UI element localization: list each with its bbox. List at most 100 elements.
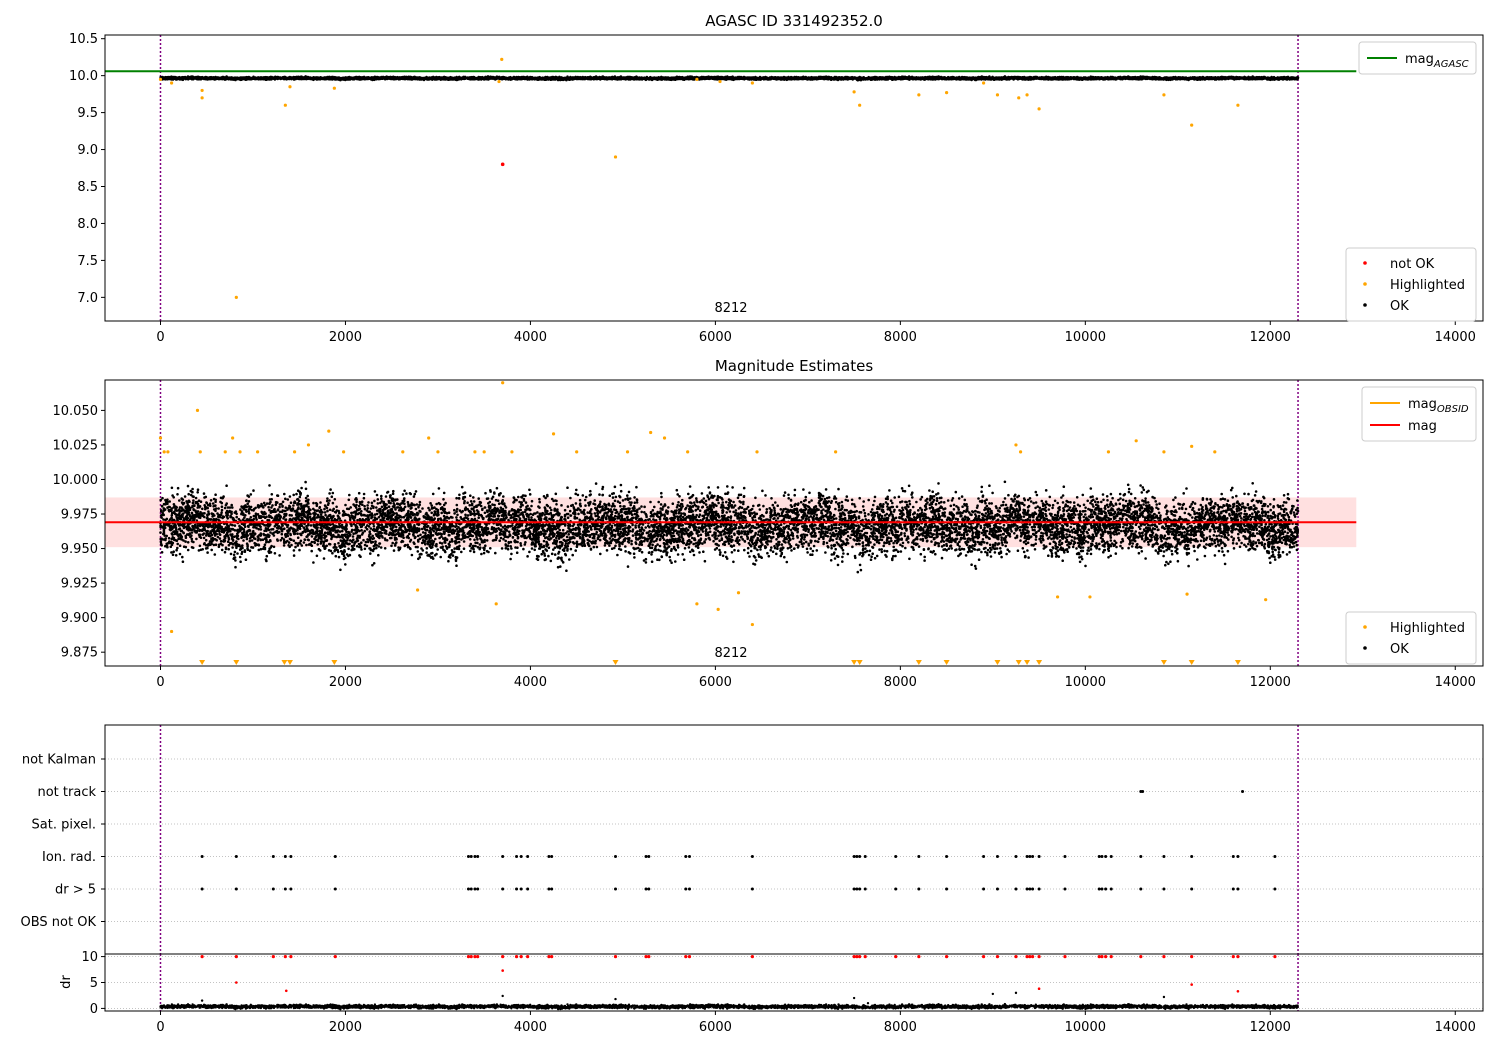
flag-event-point [858,887,862,891]
x-tick-label: 4000 [514,1020,547,1035]
flag-event-point [1037,855,1041,858]
flag-event-point [1097,887,1101,891]
flag-event-point [1273,855,1277,858]
highlighted-point [238,450,242,454]
flag-event-point [684,887,688,891]
not-ok-point [235,981,238,984]
highlighted-offscale-marker [1036,660,1043,665]
flag-event-point [550,887,554,891]
highlighted-point [1162,93,1166,97]
x-tick-label: 12000 [1250,675,1291,690]
panel-dr-frame [104,953,1484,1012]
not-ok-point [1028,954,1032,959]
highlighted-point [473,450,477,454]
not-ok-point [1236,954,1240,959]
flag-event-point [1162,887,1166,891]
panel-agasc: AGASC ID 331492352.0 7.0 7.5 8.0 8.5 9.0 9.5 1… [69,12,1484,345]
highlighted-point [500,57,504,61]
not-ok-point [647,954,651,959]
flag-event-point [644,887,648,891]
not-ok-point [1037,954,1041,959]
legend-point-swatch [1363,303,1367,307]
flag-row-label: Ion. rad. [42,850,96,865]
panel-magnitude-frame [104,379,1484,667]
y-tick-label: 10.0 [69,69,98,84]
not-ok-point [1097,954,1101,959]
highlighted-point [736,591,741,595]
highlighted-point [755,450,759,454]
y-tick-label: 5 [90,976,98,991]
highlighted-point [255,450,260,454]
y-tick-label: 10 [81,950,98,965]
highlighted-offscale-marker [856,660,863,665]
y-tick-label: 7.0 [77,291,98,306]
flag-event-point [1141,790,1145,793]
not-ok-point [289,954,293,959]
highlighted-point [166,450,170,454]
not-ok-point [200,954,204,959]
flag-event-point [1100,887,1104,891]
flag-event-point [234,855,238,858]
highlighted-point [695,602,699,606]
flag-event-point [547,855,551,858]
highlighted-point [231,436,235,440]
highlighted-point [995,93,1000,97]
panel-magnitude-annotation: 8212 [714,646,747,661]
x-tick-label: 0 [156,1020,164,1035]
highlighted-point [1264,598,1268,602]
highlighted-point [327,429,331,433]
flag-event-point [1273,887,1277,891]
not-ok-point [1100,954,1104,959]
flag-event-point [945,887,949,891]
flag-event-point [476,887,480,891]
highlighted-offscale-marker [286,660,293,665]
x-tick-label: 10000 [1065,1020,1106,1035]
flag-event-point [858,855,862,858]
highlighted-point [1134,439,1138,443]
flag-event-point [1031,855,1035,858]
not-ok-point [1231,954,1235,959]
y-tick-label: 9.900 [61,611,98,626]
not-ok-point [858,954,862,959]
flag-event-point [283,887,287,891]
y-tick-label: 10.5 [69,32,98,47]
highlighted-point [510,450,514,454]
flag-event-point [1236,887,1240,891]
not-ok-point [613,954,618,959]
highlighted-offscale-marker [199,660,206,665]
highlighted-point [1018,450,1023,454]
x-tick-label: 12000 [1250,1020,1291,1035]
flag-event-point [852,887,856,891]
y-tick-label: 9.925 [61,577,98,592]
x-tick-label: 14000 [1435,675,1476,690]
highlighted-point [649,430,653,435]
legend-box [1345,611,1477,665]
highlighted-offscale-marker [1160,660,1167,665]
flag-event-point [647,887,651,891]
not-ok-point [1025,954,1029,959]
highlighted-offscale-marker [943,660,950,665]
ok-point [991,992,995,996]
not-ok-point [684,954,688,959]
flag-event-point [614,887,618,891]
panel-flags: not Kalman not track Sat. pixel. Ion. rad. d… [21,724,1484,955]
flag-event-point [750,887,754,891]
highlighted-offscale-marker [331,660,338,665]
panel-agasc-title: AGASC ID 331492352.0 [705,12,883,30]
flag-event-point [1231,887,1235,891]
highlighted-point [1236,103,1240,107]
highlighted-offscale-marker [281,660,288,665]
flag-event-point [917,855,921,858]
flag-event-point [1028,887,1032,891]
not-ok-point [234,954,238,959]
not-ok-point [476,954,480,959]
not-ok-point [550,954,554,959]
not-ok-point [863,954,867,959]
highlighted-offscale-marker [233,660,240,665]
not-ok-point [1162,954,1166,959]
highlighted-point [662,436,667,440]
flag-event-point [501,855,505,858]
highlighted-point [716,607,720,611]
not-ok-point [995,954,1000,959]
highlighted-point [981,81,986,85]
